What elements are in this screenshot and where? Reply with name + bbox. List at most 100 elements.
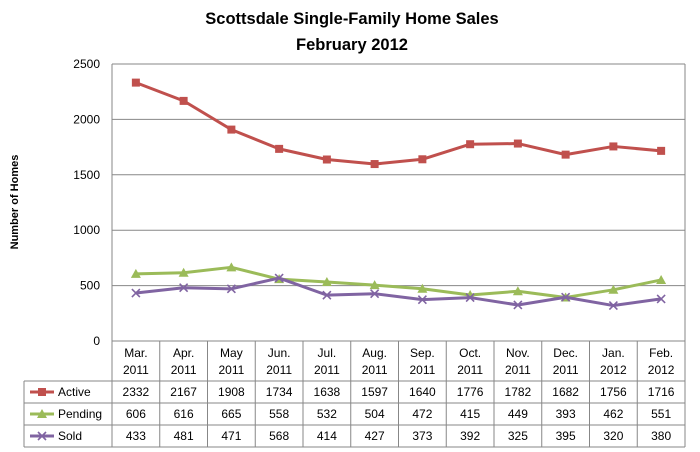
data-point-sold bbox=[465, 293, 475, 303]
data-point-pending bbox=[608, 284, 619, 294]
y-tick-label: 2000 bbox=[73, 112, 100, 126]
gridlines bbox=[111, 63, 686, 447]
data-point-pending bbox=[178, 267, 189, 277]
data-label-sold: 568 bbox=[269, 429, 289, 443]
x-tick-label: 2011 bbox=[218, 363, 244, 377]
data-label-pending: 393 bbox=[556, 407, 576, 421]
data-label-active: 1782 bbox=[505, 385, 532, 399]
legend-marker-active bbox=[38, 388, 46, 396]
data-point-sold bbox=[370, 289, 380, 299]
legend-label-sold: Sold bbox=[58, 429, 82, 443]
series-line-pending bbox=[135, 265, 662, 299]
data-point-pending bbox=[130, 268, 141, 278]
x-tick-label: 2011 bbox=[457, 363, 483, 377]
data-label-active: 1638 bbox=[314, 385, 341, 399]
x-tick-label: 2012 bbox=[648, 363, 675, 377]
data-label-active: 1597 bbox=[361, 385, 388, 399]
data-label-sold: 427 bbox=[365, 429, 385, 443]
legend-label-pending: Pending bbox=[58, 407, 102, 421]
x-tick-label: Nov. bbox=[506, 346, 530, 360]
x-tick-label: 2011 bbox=[314, 363, 340, 377]
data-point-active bbox=[322, 155, 331, 164]
data-label-sold: 325 bbox=[508, 429, 528, 443]
data-label-active: 1756 bbox=[600, 385, 627, 399]
data-label-active: 2167 bbox=[170, 385, 197, 399]
y-tick-label: 1000 bbox=[73, 223, 100, 237]
x-tick-label: 2011 bbox=[266, 363, 292, 377]
data-label-pending: 504 bbox=[365, 407, 385, 421]
data-point-active bbox=[227, 125, 236, 134]
y-tick-label: 0 bbox=[93, 334, 100, 348]
data-point-sold bbox=[561, 292, 571, 302]
y-axis-label: Number of Homes bbox=[9, 155, 21, 250]
data-point-sold bbox=[226, 284, 236, 294]
x-tick-label: 2011 bbox=[362, 363, 388, 377]
data-point-active bbox=[466, 140, 475, 149]
data-point-sold bbox=[131, 288, 141, 298]
legend-marker-pending bbox=[37, 409, 47, 418]
data-label-active: 1640 bbox=[409, 385, 436, 399]
legend-label-active: Active bbox=[58, 385, 91, 399]
data-point-sold bbox=[656, 294, 666, 304]
x-tick-label: 2012 bbox=[600, 363, 627, 377]
data-point-pending bbox=[656, 274, 667, 284]
y-tick-label: 2500 bbox=[73, 57, 100, 71]
data-point-sold bbox=[608, 300, 618, 311]
data-point-active bbox=[513, 139, 522, 148]
data-label-pending: 551 bbox=[651, 407, 671, 421]
data-table: Mar. 2011 Apr. 2011 May 2011 Jun. 2011 Jul. 2011 A… bbox=[23, 340, 686, 448]
data-label-sold: 433 bbox=[126, 429, 146, 443]
data-point-pending bbox=[369, 280, 380, 290]
data-point-active bbox=[370, 160, 379, 169]
x-tick-label: Jun. bbox=[268, 346, 291, 360]
x-tick-label: Aug. bbox=[362, 346, 387, 360]
chart-subtitle: February 2012 bbox=[296, 36, 408, 54]
data-point-active bbox=[179, 96, 188, 105]
data-label-active: 1716 bbox=[648, 385, 675, 399]
x-tick-label: Oct. bbox=[459, 346, 481, 360]
data-label-active: 2332 bbox=[123, 385, 150, 399]
data-label-pending: 472 bbox=[412, 407, 432, 421]
legend-marker-sold bbox=[37, 431, 47, 441]
data-point-active bbox=[418, 155, 427, 164]
data-point-pending bbox=[417, 283, 428, 293]
x-tick-label: Apr. bbox=[173, 346, 194, 360]
data-label-active: 1682 bbox=[552, 385, 579, 399]
data-point-active bbox=[131, 78, 140, 87]
data-label-sold: 471 bbox=[221, 429, 241, 443]
data-point-active bbox=[561, 150, 570, 159]
data-point-active bbox=[275, 144, 284, 153]
y-tick-labels: 0 500 1000 1500 2000 2500 bbox=[73, 57, 100, 348]
data-label-sold: 392 bbox=[460, 429, 480, 443]
x-tick-label: Mar. bbox=[124, 346, 147, 360]
x-tick-label: May bbox=[220, 346, 243, 360]
data-label-pending: 449 bbox=[508, 407, 528, 421]
data-point-sold bbox=[179, 283, 189, 293]
x-tick-label: 2011 bbox=[505, 363, 531, 377]
data-label-pending: 606 bbox=[126, 407, 146, 421]
data-label-sold: 395 bbox=[556, 429, 576, 443]
x-tick-label: 2011 bbox=[171, 363, 197, 377]
data-label-pending: 462 bbox=[603, 407, 623, 421]
data-label-active: 1734 bbox=[266, 385, 293, 399]
data-point-active bbox=[657, 146, 666, 155]
data-point-sold bbox=[274, 273, 284, 283]
data-label-active: 1776 bbox=[457, 385, 484, 399]
data-point-sold bbox=[513, 300, 523, 310]
x-tick-label: 2011 bbox=[123, 363, 149, 377]
series-line-active bbox=[135, 81, 662, 166]
x-tick-label: 2011 bbox=[553, 363, 579, 377]
chart-title: Scottsdale Single-Family Home Sales bbox=[205, 10, 498, 28]
y-tick-label: 500 bbox=[80, 279, 100, 293]
data-label-sold: 380 bbox=[651, 429, 671, 443]
data-label-pending: 616 bbox=[174, 407, 194, 421]
x-tick-label: Dec. bbox=[553, 346, 578, 360]
data-label-active: 1908 bbox=[218, 385, 245, 399]
data-point-active bbox=[609, 142, 618, 151]
y-tick-label: 1500 bbox=[73, 168, 100, 182]
data-label-pending: 665 bbox=[221, 407, 241, 421]
data-label-pending: 558 bbox=[269, 407, 289, 421]
data-point-sold bbox=[322, 290, 332, 300]
